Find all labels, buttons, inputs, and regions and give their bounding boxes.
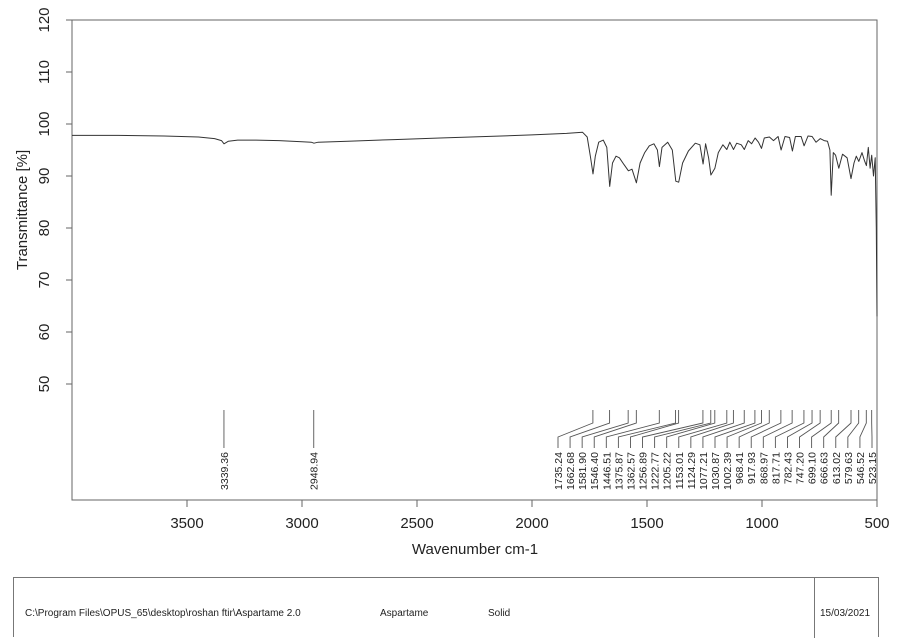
peak-label: 1030.87	[710, 452, 722, 490]
x-tick-label: 2000	[515, 515, 548, 532]
peak-label: 579.63	[843, 452, 855, 484]
peak-label: 1735.24	[553, 452, 565, 490]
ftir-spectrum-chart: 50 60 70 80 90 100 110 120 3500 3000 2500 2000 1500…	[0, 0, 900, 575]
footer-divider	[814, 578, 815, 638]
peak-label: 1205.22	[662, 452, 674, 490]
peak-marker-line	[848, 410, 859, 448]
x-tick-label: 3000	[285, 515, 318, 532]
x-tick-label: 1500	[630, 515, 663, 532]
peak-label: 868.97	[758, 452, 770, 484]
y-axis-label: Transmittance [%]	[14, 150, 31, 270]
peak-marker-line	[860, 410, 866, 448]
peak-label: 2948.94	[309, 452, 321, 490]
peak-marker-line	[836, 410, 851, 448]
report-footer: C:\Program Files\OPUS_65\desktop\roshan …	[13, 577, 879, 637]
peak-label: 1362.57	[625, 452, 637, 490]
peak-label: 817.71	[770, 452, 782, 484]
peak-label: 3339.36	[219, 452, 231, 490]
peak-label: 782.43	[782, 452, 794, 484]
peak-marker-line	[812, 410, 832, 448]
y-tick-label: 60	[36, 324, 53, 341]
x-axis-label: Wavenumber cm-1	[412, 541, 538, 558]
x-tick-label: 1000	[745, 515, 778, 532]
peak-label: 1375.87	[613, 452, 625, 490]
peak-label: 1662.68	[565, 452, 577, 490]
peak-label: 613.02	[831, 452, 843, 484]
peak-label: 666.63	[819, 452, 831, 484]
peak-marker-line	[558, 410, 593, 448]
peak-label: 1077.21	[698, 452, 710, 490]
peak-label: 1546.40	[589, 452, 601, 490]
y-tick-label: 70	[36, 272, 53, 289]
peak-marker-line	[655, 410, 711, 448]
y-tick-label: 120	[36, 7, 53, 32]
x-tick-label: 3500	[170, 515, 203, 532]
peak-marker-line	[800, 410, 821, 448]
y-tick-label: 50	[36, 376, 53, 393]
peak-label: 1256.89	[638, 452, 650, 490]
x-axis: 3500 3000 2500 2000 1500 1000 500	[170, 500, 889, 532]
x-tick-label: 2500	[400, 515, 433, 532]
x-tick-label: 500	[864, 515, 889, 532]
peak-label: 1581.90	[577, 452, 589, 490]
peak-label: 968.41	[734, 452, 746, 484]
peak-marker-line	[570, 410, 610, 448]
file-path: C:\Program Files\OPUS_65\desktop\roshan …	[25, 608, 301, 619]
sample-name: Aspartame	[380, 608, 428, 619]
measurement-date: 15/03/2021	[820, 608, 870, 619]
y-tick-label: 90	[36, 168, 53, 185]
y-axis: 50 60 70 80 90 100 110 120	[36, 7, 72, 392]
peak-label: 1124.29	[686, 452, 698, 489]
peak-label: 523.15	[867, 452, 879, 484]
peak-label: 917.93	[746, 452, 758, 484]
peak-label: 546.52	[855, 452, 867, 484]
y-tick-label: 110	[36, 60, 53, 84]
sample-form: Solid	[488, 608, 510, 619]
peak-label: 699.10	[807, 452, 819, 484]
peak-label: 1153.01	[674, 452, 686, 489]
peak-label: 747.20	[795, 452, 807, 484]
peak-label: 1446.51	[601, 452, 613, 490]
peak-label: 1222.77	[650, 452, 662, 490]
peak-marker-line	[582, 410, 628, 448]
peak-marker-line	[739, 410, 769, 448]
peak-label: 1002.39	[722, 452, 734, 490]
y-tick-label: 80	[36, 220, 53, 237]
peak-marker-line	[715, 410, 755, 448]
plot-frame	[72, 20, 877, 500]
y-tick-label: 100	[36, 111, 53, 136]
spectrum-line	[72, 132, 877, 316]
